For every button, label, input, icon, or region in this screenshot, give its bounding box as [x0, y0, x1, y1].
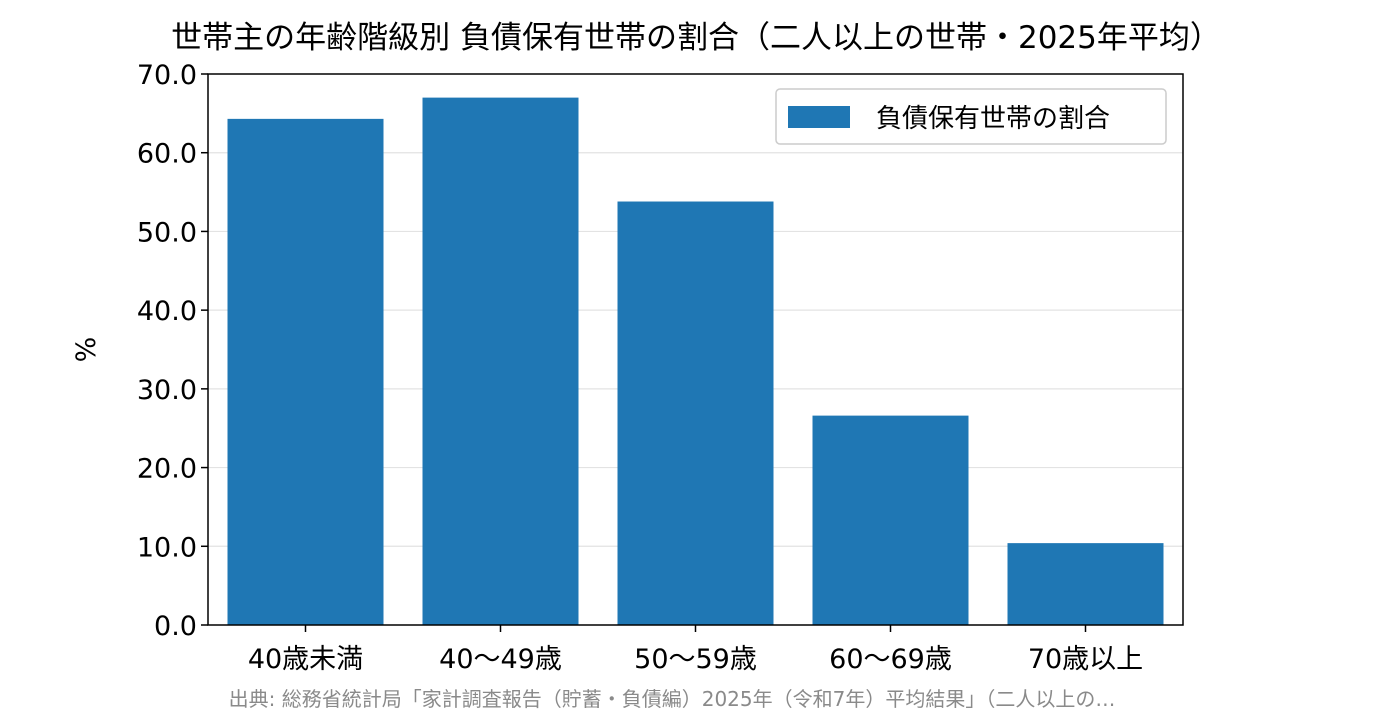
y-tick-label: 10.0 — [137, 532, 197, 563]
y-tick-label: 0.0 — [154, 611, 197, 642]
bar — [1007, 543, 1164, 625]
y-tick-label: 60.0 — [137, 139, 197, 170]
x-tick-label: 50～59歳 — [634, 644, 757, 675]
y-tick-label: 40.0 — [137, 296, 197, 327]
bar — [227, 118, 384, 626]
legend-box — [775, 88, 1167, 145]
y-axis-label: % — [71, 337, 102, 363]
x-axis: 40歳未満 40～49歳 50～59歳 60～69歳 70歳以上 — [248, 625, 1143, 675]
y-tick-label: 30.0 — [137, 375, 197, 406]
bars — [227, 97, 1164, 626]
source-note: 出典: 総務省統計局「家計調査報告（貯蓄・負債編）2025年（令和7年）平均結果… — [229, 687, 1116, 711]
legend: 負債保有世帯の割合 — [775, 88, 1167, 145]
bar — [812, 415, 969, 625]
bar — [617, 201, 774, 625]
legend-swatch — [788, 106, 850, 128]
x-tick-label: 40歳未満 — [248, 644, 363, 675]
y-tick-label: 70.0 — [137, 60, 197, 91]
legend-label: 負債保有世帯の割合 — [876, 104, 1110, 134]
x-tick-label: 60～69歳 — [829, 644, 952, 675]
y-axis: 0.0 10.0 20.0 30.0 40.0 50.0 60.0 70.0 — [137, 60, 208, 642]
bar — [422, 97, 579, 626]
x-tick-label: 70歳以上 — [1028, 644, 1143, 675]
chart-title: 世帯主の年齢階級別 負債保有世帯の割合（二人以上の世帯・2025年平均） — [171, 20, 1221, 56]
x-tick-label: 40～49歳 — [439, 644, 562, 675]
y-tick-label: 50.0 — [137, 217, 197, 248]
y-tick-label: 20.0 — [137, 454, 197, 485]
